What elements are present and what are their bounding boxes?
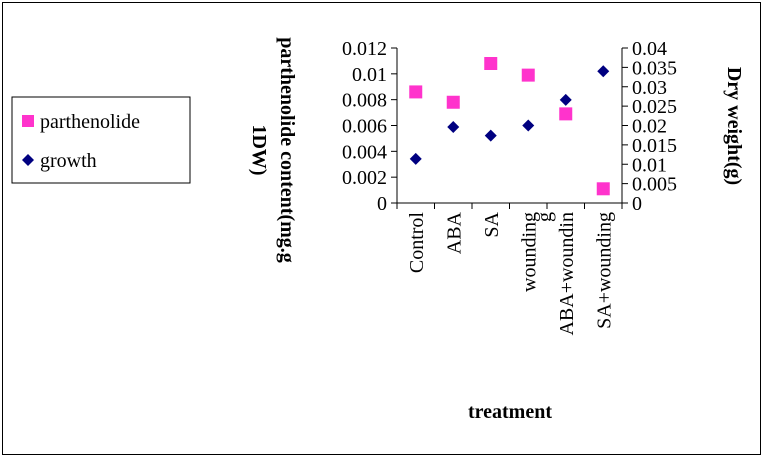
point-growth	[447, 121, 459, 133]
right-y-tick-label: 0	[632, 193, 642, 215]
x-tick-label-sa-wounding: SA+wounding	[593, 212, 615, 329]
x-tick-label-wounding: wounding	[518, 212, 540, 292]
left-y-tick-label: 0.01	[352, 64, 387, 86]
point-parthenolide	[484, 57, 497, 70]
point-growth	[560, 94, 572, 106]
x-tick-label-sa: SA	[481, 211, 503, 237]
left-y-tick-label: 0.006	[342, 116, 387, 138]
left-axis-title-line-1: parthenolide content(mg.g	[276, 37, 298, 263]
point-parthenolide	[409, 85, 422, 98]
legend-marker-parthenolide	[22, 115, 34, 127]
x-tick-label-aba-wounding: ABA+woundin	[556, 212, 578, 336]
x-axis-title: treatment	[468, 401, 552, 423]
x-tick-label-aba-wounding: g	[534, 212, 556, 222]
legend-box	[12, 97, 190, 183]
left-y-tick-label: 0.012	[342, 38, 387, 60]
left-y-tick-label: 0	[377, 193, 387, 215]
right-axis-title: Dry weight(g)	[723, 67, 745, 185]
legend: parthenolide growth	[12, 97, 190, 183]
legend-label-parthenolide: parthenolide	[40, 111, 140, 133]
left-axis-title-line-2: 1DW)	[248, 124, 270, 175]
point-parthenolide	[559, 107, 572, 120]
point-parthenolide	[597, 182, 610, 195]
point-growth	[410, 153, 422, 165]
point-growth	[522, 120, 534, 132]
point-parthenolide	[522, 69, 535, 82]
left-y-tick-label: 0.002	[342, 167, 387, 189]
left-y-tick-label: 0.008	[342, 90, 387, 112]
left-y-tick-label: 0.004	[342, 141, 387, 163]
plot-area: 0.0120.010.0080.0060.0040.00200.040.0350…	[342, 38, 677, 336]
point-parthenolide	[447, 96, 460, 109]
point-growth	[485, 130, 497, 142]
point-growth	[597, 65, 609, 77]
x-tick-label-control: Control	[406, 212, 428, 274]
x-tick-label-aba: ABA	[443, 211, 465, 254]
legend-label-growth: growth	[40, 150, 97, 172]
